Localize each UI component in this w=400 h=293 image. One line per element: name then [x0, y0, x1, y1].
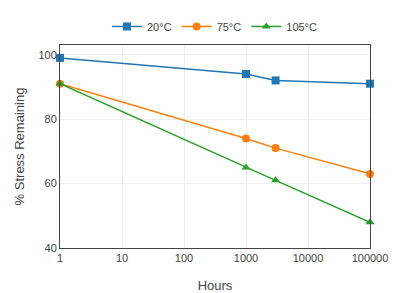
svg-text:75°C: 75°C — [217, 21, 242, 33]
svg-text:Hours: Hours — [198, 278, 233, 293]
svg-text:100: 100 — [175, 252, 193, 264]
svg-text:10: 10 — [116, 252, 128, 264]
svg-text:100: 100 — [38, 49, 56, 61]
svg-text:1: 1 — [57, 252, 63, 264]
svg-text:100000: 100000 — [352, 252, 389, 264]
svg-text:20°C: 20°C — [147, 21, 172, 33]
svg-text:105°C: 105°C — [286, 21, 317, 33]
svg-text:60: 60 — [45, 177, 57, 189]
svg-text:40: 40 — [45, 242, 57, 254]
svg-text:80: 80 — [45, 113, 57, 125]
svg-text:% Stress Remaining: % Stress Remaining — [12, 88, 27, 206]
svg-text:10000: 10000 — [293, 252, 324, 264]
svg-text:1000: 1000 — [234, 252, 258, 264]
